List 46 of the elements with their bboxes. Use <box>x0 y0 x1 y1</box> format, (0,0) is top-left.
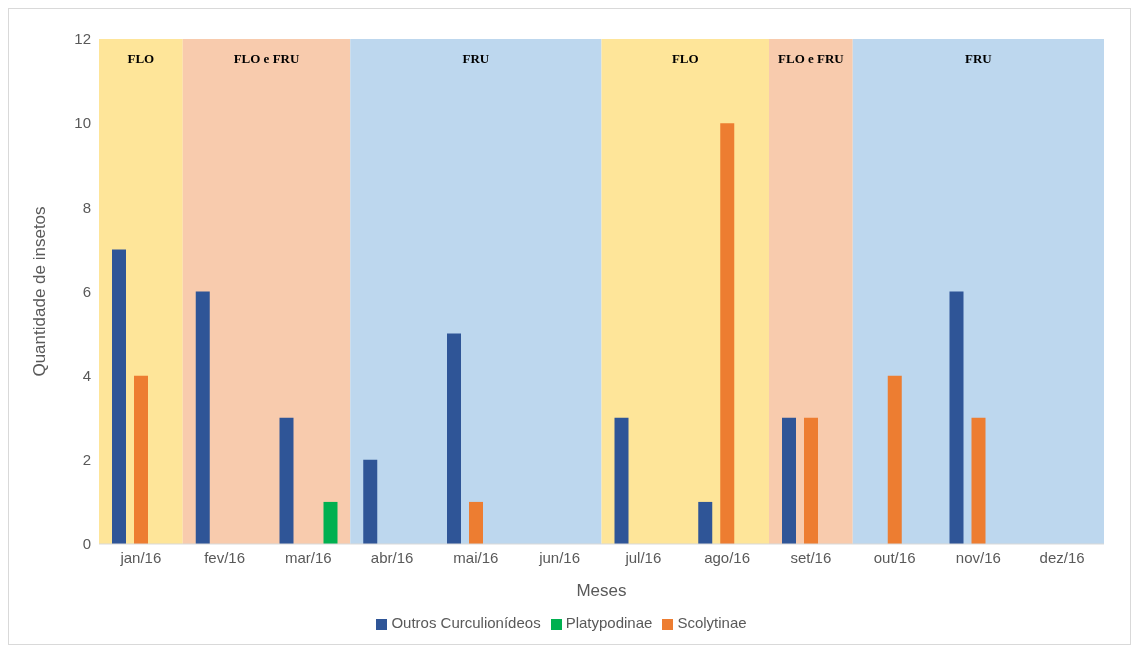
y-tick-label: 10 <box>74 114 91 132</box>
x-tick-label: nov/16 <box>955 548 1001 566</box>
legend-label: Outros Curculionídeos <box>391 614 541 631</box>
legend-label: Scolytinae <box>677 614 747 631</box>
y-tick-label: 2 <box>82 451 91 469</box>
x-tick-label: abr/16 <box>370 548 414 566</box>
band-label: FLO e FRU <box>233 51 300 66</box>
y-tick-label: 0 <box>82 535 91 553</box>
bar <box>782 417 796 544</box>
x-tick-label: set/16 <box>790 548 832 566</box>
bar <box>279 417 294 544</box>
x-tick-label: jul/16 <box>624 548 662 566</box>
bar <box>134 375 148 544</box>
band-label: FLO <box>127 51 155 66</box>
y-axis-title: Quantidade de insetos <box>30 206 50 377</box>
bar <box>720 123 735 544</box>
y-tick-label: 6 <box>82 282 91 300</box>
bar <box>112 249 126 544</box>
x-tick-label: mai/16 <box>453 548 499 566</box>
y-tick-label: 12 <box>74 30 91 48</box>
legend-label: Platypodinae <box>565 614 653 631</box>
y-tick-label: 8 <box>82 198 91 216</box>
bar <box>698 501 713 544</box>
x-tick-label: out/16 <box>873 548 916 566</box>
x-axis-title: Meses <box>576 581 627 600</box>
bar <box>447 333 461 544</box>
band-label: FRU <box>965 51 993 66</box>
x-tick-label: mar/16 <box>285 548 332 566</box>
bar <box>971 417 986 544</box>
y-tick-label: 4 <box>82 366 91 384</box>
band-label: FLO e FRU <box>778 51 845 66</box>
bar <box>804 417 818 544</box>
bar <box>949 291 964 544</box>
bar <box>469 501 483 544</box>
bar <box>323 501 338 544</box>
bar <box>887 375 902 544</box>
bar <box>195 291 210 544</box>
bar <box>614 417 629 544</box>
band-label: FLO <box>671 51 699 66</box>
bar <box>363 459 378 544</box>
x-tick-label: jun/16 <box>538 548 581 566</box>
x-tick-label: fev/16 <box>204 548 246 566</box>
x-tick-label: ago/16 <box>704 548 751 566</box>
band-label: FRU <box>462 51 490 66</box>
x-tick-label: jan/16 <box>119 548 162 566</box>
x-tick-label: dez/16 <box>1039 548 1085 566</box>
